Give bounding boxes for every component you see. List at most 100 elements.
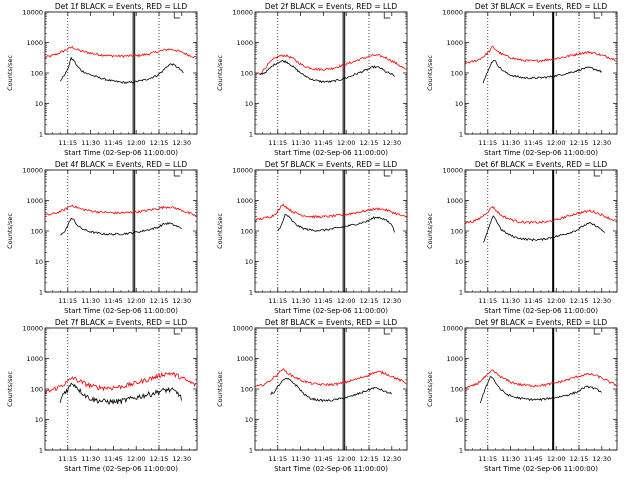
y-axis-label: Counts/sec xyxy=(6,371,14,407)
y-tick-label: 10000 xyxy=(22,9,43,17)
x-tick-label: 12:00 xyxy=(127,297,146,305)
y-tick-label: 1000 xyxy=(26,197,43,205)
x-tick-label: 12:00 xyxy=(127,139,146,147)
panel-title: Det 6f BLACK = Events, RED = LLD xyxy=(475,160,608,169)
plot-frame xyxy=(464,327,618,451)
detector-panel: Det 1f BLACK = Events, RED = LLD Counts/s… xyxy=(6,2,198,157)
plot-frame xyxy=(254,11,408,135)
y-tick-label: 100 xyxy=(31,228,43,236)
x-tick-label: 11:30 xyxy=(501,455,520,463)
y-tick-label: 1 xyxy=(249,289,253,297)
x-tick-label: 12:15 xyxy=(360,455,379,463)
x-axis-label: Start Time (02-Sep-06 11:00:00) xyxy=(484,149,598,157)
corner-marker xyxy=(383,170,391,177)
x-tick-label: 11:15 xyxy=(478,455,497,463)
x-tick-label: 11:30 xyxy=(81,455,100,463)
x-tick-label: 11:45 xyxy=(104,139,123,147)
x-tick-label: 11:30 xyxy=(291,297,310,305)
detector-panel: Det 2f BLACK = Events, RED = LLD Counts/s… xyxy=(216,2,408,157)
x-tick-label: 12:15 xyxy=(570,297,589,305)
lld-series-line xyxy=(44,204,197,217)
x-tick-label: 11:15 xyxy=(58,297,77,305)
x-tick-label: 11:15 xyxy=(268,139,287,147)
y-tick-label: 10000 xyxy=(442,325,463,333)
x-tick-label: 12:15 xyxy=(150,455,169,463)
x-tick-label: 12:00 xyxy=(337,455,356,463)
y-tick-label: 1000 xyxy=(236,355,253,363)
y-tick-label: 10 xyxy=(35,258,43,266)
y-tick-label: 100 xyxy=(451,70,463,78)
x-tick-label: 12:30 xyxy=(592,297,611,305)
x-tick-label: 12:15 xyxy=(360,139,379,147)
detector-panel: Det 7f BLACK = Events, RED = LLD Counts/s… xyxy=(6,318,198,473)
corner-marker xyxy=(173,328,181,335)
x-tick-label: 12:00 xyxy=(127,455,146,463)
x-tick-label: 12:30 xyxy=(172,297,191,305)
y-axis-label: Counts/sec xyxy=(426,371,434,407)
x-tick-label: 12:30 xyxy=(172,139,191,147)
detector-panel: Det 8f BLACK = Events, RED = LLD Counts/s… xyxy=(216,318,408,473)
x-axis-label: Start Time (02-Sep-06 11:00:00) xyxy=(64,149,178,157)
y-tick-label: 100 xyxy=(31,386,43,394)
y-tick-label: 1 xyxy=(459,447,463,455)
y-tick-label: 1000 xyxy=(446,355,463,363)
y-tick-label: 1 xyxy=(249,131,253,139)
x-tick-label: 11:15 xyxy=(268,455,287,463)
x-axis-label: Start Time (02-Sep-06 11:00:00) xyxy=(484,307,598,315)
events-series-line xyxy=(60,217,182,236)
x-tick-label: 12:15 xyxy=(360,297,379,305)
x-tick-label: 12:30 xyxy=(592,455,611,463)
lld-series-line xyxy=(254,368,407,387)
x-tick-label: 11:30 xyxy=(81,139,100,147)
y-tick-label: 10 xyxy=(455,416,463,424)
x-tick-label: 11:30 xyxy=(291,139,310,147)
plot-frame xyxy=(464,11,618,135)
y-tick-label: 10 xyxy=(245,416,253,424)
y-tick-label: 10000 xyxy=(442,9,463,17)
corner-marker xyxy=(593,328,601,335)
x-tick-label: 11:30 xyxy=(291,455,310,463)
x-tick-label: 11:15 xyxy=(478,297,497,305)
panel-title: Det 2f BLACK = Events, RED = LLD xyxy=(265,2,398,11)
plot-frame xyxy=(44,11,198,135)
panel-title: Det 1f BLACK = Events, RED = LLD xyxy=(55,2,188,11)
lld-series-line xyxy=(464,369,617,390)
lld-series-line xyxy=(464,205,617,225)
y-tick-label: 100 xyxy=(451,386,463,394)
corner-marker xyxy=(383,328,391,335)
x-tick-label: 12:30 xyxy=(382,455,401,463)
y-axis-label: Counts/sec xyxy=(426,213,434,249)
lld-series-line xyxy=(44,371,197,395)
lld-series-line xyxy=(44,45,197,59)
y-tick-label: 1000 xyxy=(236,39,253,47)
y-tick-label: 1000 xyxy=(26,39,43,47)
detector-panel: Det 6f BLACK = Events, RED = LLD Counts/s… xyxy=(426,160,618,315)
y-tick-label: 10000 xyxy=(442,167,463,175)
x-tick-label: 11:15 xyxy=(58,139,77,147)
x-tick-label: 12:15 xyxy=(150,297,169,305)
y-tick-label: 10 xyxy=(245,100,253,108)
y-tick-label: 10000 xyxy=(232,325,253,333)
x-tick-label: 11:30 xyxy=(501,139,520,147)
x-tick-label: 11:45 xyxy=(314,139,333,147)
corner-marker xyxy=(593,12,601,19)
corner-marker xyxy=(173,12,181,19)
events-series-line xyxy=(482,215,605,243)
y-tick-label: 1 xyxy=(39,289,43,297)
y-tick-label: 1 xyxy=(39,131,43,139)
detector-panel: Det 3f BLACK = Events, RED = LLD Counts/s… xyxy=(426,2,618,157)
plot-frame xyxy=(254,169,408,293)
x-tick-label: 11:45 xyxy=(104,455,123,463)
y-tick-label: 10 xyxy=(455,258,463,266)
y-tick-label: 1 xyxy=(459,131,463,139)
x-tick-label: 12:15 xyxy=(570,139,589,147)
lld-series-line xyxy=(464,45,617,64)
x-tick-label: 12:00 xyxy=(547,455,566,463)
y-tick-label: 10000 xyxy=(22,167,43,175)
x-tick-label: 12:30 xyxy=(382,139,401,147)
y-axis-label: Counts/sec xyxy=(216,213,224,249)
x-axis-label: Start Time (02-Sep-06 11:00:00) xyxy=(64,307,178,315)
panel-title: Det 7f BLACK = Events, RED = LLD xyxy=(55,318,188,327)
y-axis-label: Counts/sec xyxy=(216,371,224,407)
